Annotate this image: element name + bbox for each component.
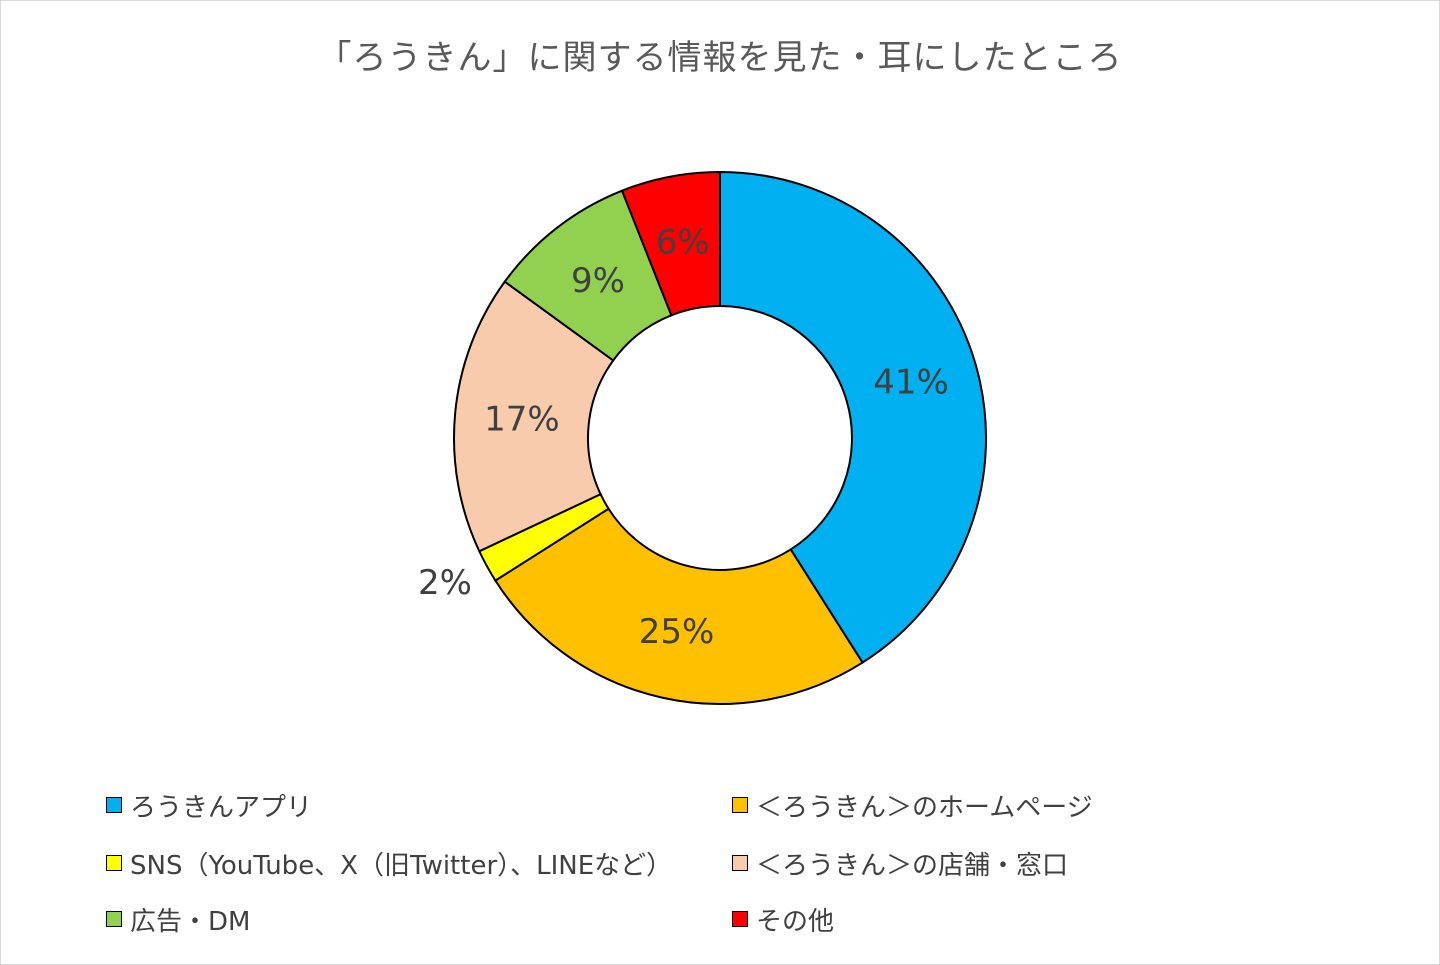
donut-slice [719,170,987,664]
donut-slice [453,280,615,553]
slice-data-label: 41% [873,362,949,402]
slice-data-label: 17% [484,399,560,439]
slice-data-label: 6% [656,223,710,263]
donut-slice [494,507,864,705]
slice-data-label: 2% [418,563,472,603]
slice-data-label: 9% [571,261,625,301]
donut-slice [620,170,721,317]
chart-title: 「ろうきん」に関する情報を見た・耳にしたところ [317,38,1123,78]
slice-data-label: 25% [639,612,715,652]
